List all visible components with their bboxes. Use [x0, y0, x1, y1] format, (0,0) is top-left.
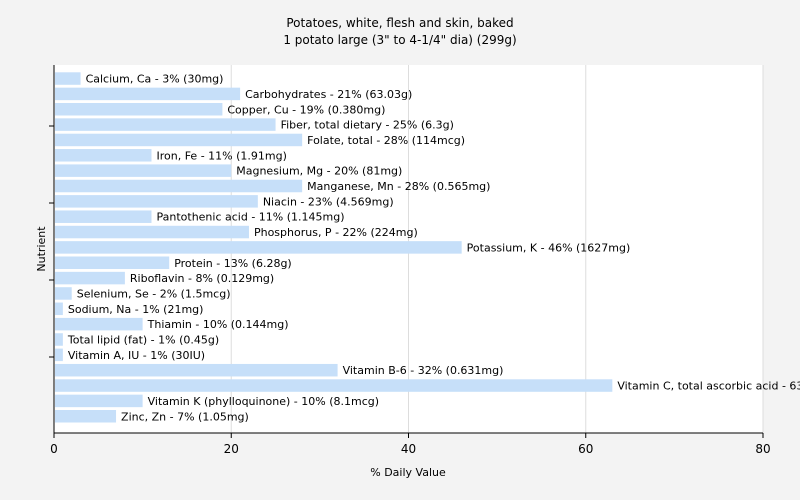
- bar: [55, 363, 338, 377]
- bar-label: Vitamin A, IU - 1% (30IU): [68, 349, 205, 362]
- bar: [55, 379, 613, 392]
- bar: [55, 195, 258, 208]
- bar-label: Calcium, Ca - 3% (30mg): [86, 73, 224, 86]
- x-axis-label: % Daily Value: [370, 466, 446, 479]
- bar: [55, 302, 63, 316]
- x-tick-label: 0: [50, 442, 58, 456]
- bar: [55, 333, 63, 346]
- bar: [55, 394, 143, 408]
- x-tick-label: 80: [755, 442, 770, 456]
- bar-label: Iron, Fe - 11% (1.91mg): [156, 149, 286, 162]
- bar-label: Vitamin K (phylloquinone) - 10% (8.1mcg): [148, 395, 379, 408]
- bar-label: Niacin - 23% (4.569mg): [263, 195, 394, 208]
- bar-label: Zinc, Zn - 7% (1.05mg): [121, 410, 249, 423]
- bar-label: Copper, Cu - 19% (0.380mg): [227, 103, 385, 116]
- x-tick-label: 20: [224, 442, 239, 456]
- bar-label: Selenium, Se - 2% (1.5mcg): [77, 287, 231, 300]
- bar-labels: Calcium, Ca - 3% (30mg) Carbohydrates - 2…: [67, 73, 800, 424]
- chart-subtitle: 1 potato large (3" to 4-1/4" dia) (299g): [283, 33, 516, 47]
- bar: [55, 103, 223, 116]
- bar: [55, 72, 81, 85]
- y-axis-ticks: [49, 125, 54, 358]
- bar-label: Vitamin C, total ascorbic acid - 63% (37…: [617, 380, 800, 393]
- bar: [55, 317, 143, 331]
- bar: [55, 118, 276, 131]
- bar: [55, 271, 125, 285]
- bar-label: Magnesium, Mg - 20% (81mg): [236, 165, 402, 178]
- x-tick-label: 60: [578, 442, 593, 456]
- bar: [55, 179, 303, 193]
- bar: [55, 149, 152, 162]
- bar-label: Fiber, total dietary - 25% (6.3g): [281, 119, 454, 132]
- bar: [55, 87, 241, 101]
- y-axis-label: Nutrient: [35, 226, 48, 272]
- bar: [55, 241, 462, 254]
- chart-title: Potatoes, white, flesh and skin, baked: [286, 16, 513, 30]
- bar-label: Folate, total - 28% (114mcg): [307, 134, 465, 147]
- bar: [55, 164, 232, 177]
- bar-label: Carbohydrates - 21% (63.03g): [245, 88, 412, 101]
- bar-label: Sodium, Na - 1% (21mg): [68, 303, 204, 316]
- bars: [55, 72, 613, 423]
- bar-label: Phosphorus, P - 22% (224mg): [254, 226, 418, 239]
- bar: [55, 225, 249, 239]
- bar: [55, 256, 170, 269]
- bar-label: Potassium, K - 46% (1627mg): [467, 241, 631, 254]
- bar: [55, 287, 72, 300]
- bar-label: Riboflavin - 8% (0.129mg): [130, 272, 274, 285]
- bar-label: Thiamin - 10% (0.144mg): [147, 318, 289, 331]
- bar: [55, 210, 152, 223]
- bar: [55, 348, 63, 362]
- bar-label: Total lipid (fat) - 1% (0.45g): [67, 334, 219, 347]
- bar: [55, 133, 303, 147]
- x-tick-label: 40: [401, 442, 416, 456]
- bar-label: Pantothenic acid - 11% (1.145mg): [156, 211, 344, 224]
- x-axis-ticks: 0 20 40 60 80: [50, 433, 771, 456]
- bar: [55, 410, 117, 423]
- bar-label: Vitamin B-6 - 32% (0.631mg): [343, 364, 504, 377]
- bar-label: Protein - 13% (6.28g): [174, 257, 292, 270]
- bar-label: Manganese, Mn - 28% (0.565mg): [307, 180, 490, 193]
